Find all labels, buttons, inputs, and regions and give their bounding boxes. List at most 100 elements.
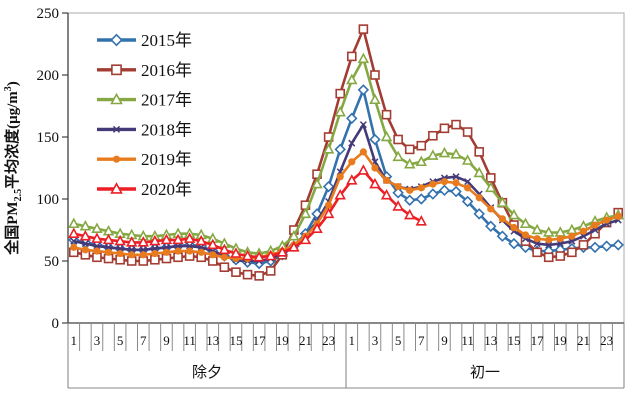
x-marker-icon xyxy=(464,178,472,186)
square-marker-icon xyxy=(555,251,566,261)
triangle-marker-icon xyxy=(102,233,115,245)
x-hour-label: 7 xyxy=(140,333,147,348)
triangle-marker-icon xyxy=(334,105,346,117)
triangle-marker-icon xyxy=(68,217,80,229)
legend-item: 2019年 xyxy=(97,150,192,169)
diamond-marker-icon xyxy=(427,188,439,200)
triangle-marker-icon xyxy=(125,236,138,247)
legend-label: 2015年 xyxy=(141,31,192,50)
x-hour-label: 1 xyxy=(349,333,356,348)
x-hour-label: 9 xyxy=(163,333,170,348)
x-hour-label: 17 xyxy=(531,333,545,348)
y-tick-label: 50 xyxy=(44,254,59,270)
triangle-marker-icon xyxy=(207,238,219,250)
triangle-marker-icon xyxy=(519,217,532,229)
triangle-marker-icon xyxy=(531,223,543,235)
x-hour-label: 7 xyxy=(418,333,425,348)
triangle-marker-icon xyxy=(380,189,393,200)
circle-marker-icon xyxy=(139,251,147,259)
y-axis: 0 50 100 150 200 250 xyxy=(37,6,68,332)
triangle-marker-icon xyxy=(508,208,520,220)
square-marker-icon xyxy=(474,147,485,157)
triangle-marker-icon xyxy=(160,233,173,245)
square-marker-icon xyxy=(254,271,264,281)
circle-marker-icon xyxy=(128,251,136,259)
triangle-marker-icon xyxy=(427,149,439,160)
x-marker-icon xyxy=(70,237,78,245)
x-hour-label: 19 xyxy=(276,333,289,348)
square-marker-icon xyxy=(578,240,589,250)
triangle-marker-icon xyxy=(79,220,92,231)
y-tick-label: 0 xyxy=(52,316,60,332)
square-marker-icon xyxy=(358,24,369,34)
triangle-marker-icon xyxy=(299,233,312,245)
square-marker-icon xyxy=(265,266,276,276)
circle-marker-icon xyxy=(603,216,611,224)
square-marker-icon xyxy=(370,70,380,80)
legend-label: 2020年 xyxy=(141,180,192,199)
triangle-marker-icon xyxy=(195,234,207,246)
x-hour-label: 3 xyxy=(372,333,379,348)
x-hour-label: 21 xyxy=(299,333,312,348)
x-hour-label: 5 xyxy=(395,333,402,348)
x-hour-label: 11 xyxy=(461,333,474,348)
triangle-marker-icon xyxy=(392,200,404,211)
diamond-marker-icon xyxy=(485,220,497,233)
circle-marker-icon xyxy=(464,184,472,192)
circle-marker-icon xyxy=(174,247,182,255)
triangle-marker-icon xyxy=(68,227,80,238)
triangle-marker-icon xyxy=(110,182,123,194)
triangle-marker-icon xyxy=(334,189,346,200)
square-marker-icon xyxy=(439,123,450,134)
day-label: 除夕 xyxy=(192,364,222,381)
triangle-marker-icon xyxy=(299,207,312,219)
triangle-marker-icon xyxy=(542,226,555,237)
x-hour-label: 13 xyxy=(206,333,219,348)
circle-marker-icon xyxy=(325,201,333,209)
triangle-marker-icon xyxy=(91,222,103,234)
triangle-marker-icon xyxy=(403,158,416,169)
y-tick-label: 250 xyxy=(37,6,60,22)
triangle-marker-icon xyxy=(380,130,393,142)
circle-marker-icon xyxy=(498,215,506,223)
square-marker-icon xyxy=(532,247,542,258)
circle-marker-icon xyxy=(197,248,205,256)
circle-marker-icon xyxy=(348,158,356,166)
circle-marker-icon xyxy=(336,173,344,181)
diamond-marker-icon xyxy=(496,230,509,242)
triangle-marker-icon xyxy=(311,222,323,234)
x-hour-label: 1 xyxy=(71,333,78,348)
diamond-marker-icon xyxy=(473,208,485,220)
square-marker-icon xyxy=(231,267,241,277)
x-hour-label: 11 xyxy=(183,333,196,348)
circle-marker-icon xyxy=(406,186,414,194)
x-hour-label: 5 xyxy=(117,333,124,348)
triangle-marker-icon xyxy=(346,73,358,85)
circle-marker-icon xyxy=(162,248,171,256)
triangle-marker-icon xyxy=(149,234,161,246)
series-2015年 xyxy=(68,84,624,270)
diamond-marker-icon xyxy=(369,133,381,146)
triangle-marker-icon xyxy=(554,226,567,237)
triangle-marker-icon xyxy=(91,232,103,243)
circle-marker-icon xyxy=(614,212,622,220)
square-marker-icon xyxy=(381,109,392,120)
circle-marker-icon xyxy=(487,205,495,213)
circle-marker-icon xyxy=(452,179,460,187)
circle-marker-icon xyxy=(591,221,599,229)
legend: 2015年 2016年 2017年 2018年 2019年 2020年 xyxy=(97,31,192,199)
legend-label: 2019年 xyxy=(141,150,192,169)
triangle-marker-icon xyxy=(403,208,416,220)
y-tick-label: 150 xyxy=(37,130,60,146)
triangle-marker-icon xyxy=(369,177,381,189)
circle-marker-icon xyxy=(220,253,228,261)
circle-marker-icon xyxy=(545,236,553,244)
x-marker-icon xyxy=(359,121,367,129)
triangle-marker-icon xyxy=(276,246,289,257)
legend-item: 2017年 xyxy=(97,91,192,110)
square-marker-icon xyxy=(242,269,253,280)
diamond-marker-icon xyxy=(438,184,451,197)
triangle-marker-icon xyxy=(110,92,123,105)
x-hour-label: 13 xyxy=(484,333,497,348)
triangle-marker-icon xyxy=(369,93,381,105)
